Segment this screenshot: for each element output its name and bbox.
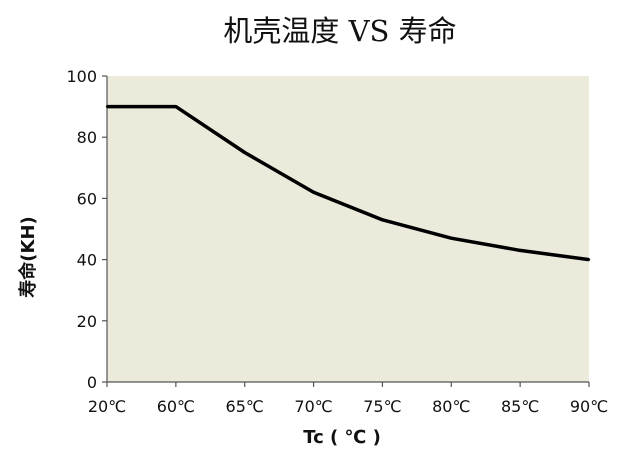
data-point: [450, 236, 453, 240]
data-point: [518, 249, 522, 252]
y-tick-label: 60: [77, 189, 97, 208]
data-point: [243, 151, 246, 154]
series-layer: [105, 104, 591, 262]
y-tick-label: 100: [66, 67, 97, 86]
data-point: [105, 105, 109, 108]
data-point: [587, 258, 591, 261]
x-tick-label: 65℃: [226, 397, 264, 416]
x-axis-title: Tc ( ℃ ): [303, 427, 381, 448]
series-line-0: [107, 104, 590, 262]
data-point: [312, 191, 315, 194]
chart-title: 机壳温度 VS 寿命: [223, 14, 456, 48]
data-point: [174, 105, 178, 108]
y-tick-label: 80: [77, 128, 97, 147]
y-axis-title: 寿命(KH): [17, 216, 39, 297]
x-tick-label: 80℃: [432, 397, 470, 416]
plot-area: [107, 76, 589, 382]
x-tick-label: 85℃: [501, 397, 539, 416]
x-tick-label: 60℃: [157, 397, 195, 416]
axes: [106, 76, 589, 383]
x-tick-label: 75℃: [363, 397, 401, 416]
y-axis-ticks: 0 20 40 60 80 100: [66, 67, 107, 392]
x-axis-ticks: 20℃ 60℃ 65℃ 70℃ 75℃ 80℃ 85℃ 90℃: [88, 382, 608, 416]
y-tick-label: 20: [77, 312, 97, 331]
x-tick-label: 90℃: [570, 397, 608, 416]
y-tick-label: 40: [77, 251, 97, 270]
x-tick-label: 20℃: [88, 397, 126, 416]
x-tick-label: 70℃: [294, 397, 332, 416]
data-point: [381, 218, 384, 222]
y-tick-label: 0: [87, 373, 97, 392]
